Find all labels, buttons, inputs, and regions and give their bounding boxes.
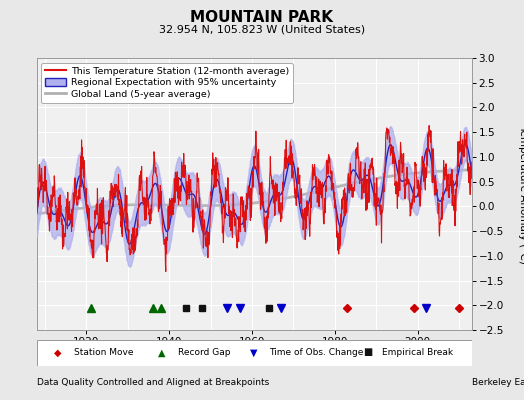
- Legend: This Temperature Station (12-month average), Regional Expectation with 95% uncer: This Temperature Station (12-month avera…: [41, 63, 293, 102]
- FancyBboxPatch shape: [37, 340, 472, 366]
- Text: ▼: ▼: [250, 348, 257, 358]
- Text: ◆: ◆: [54, 348, 62, 358]
- Text: Data Quality Controlled and Aligned at Breakpoints: Data Quality Controlled and Aligned at B…: [37, 378, 269, 387]
- Text: Record Gap: Record Gap: [178, 348, 231, 357]
- Text: MOUNTAIN PARK: MOUNTAIN PARK: [191, 10, 333, 25]
- Y-axis label: Temperature Anomaly (°C): Temperature Anomaly (°C): [518, 124, 524, 264]
- Text: Time of Obs. Change: Time of Obs. Change: [269, 348, 364, 357]
- Text: Empirical Break: Empirical Break: [383, 348, 454, 357]
- Text: Berkeley Earth: Berkeley Earth: [472, 378, 524, 387]
- Text: 32.954 N, 105.823 W (United States): 32.954 N, 105.823 W (United States): [159, 25, 365, 35]
- Text: ▲: ▲: [158, 348, 166, 358]
- Text: ■: ■: [363, 348, 372, 358]
- Text: Station Move: Station Move: [74, 348, 133, 357]
